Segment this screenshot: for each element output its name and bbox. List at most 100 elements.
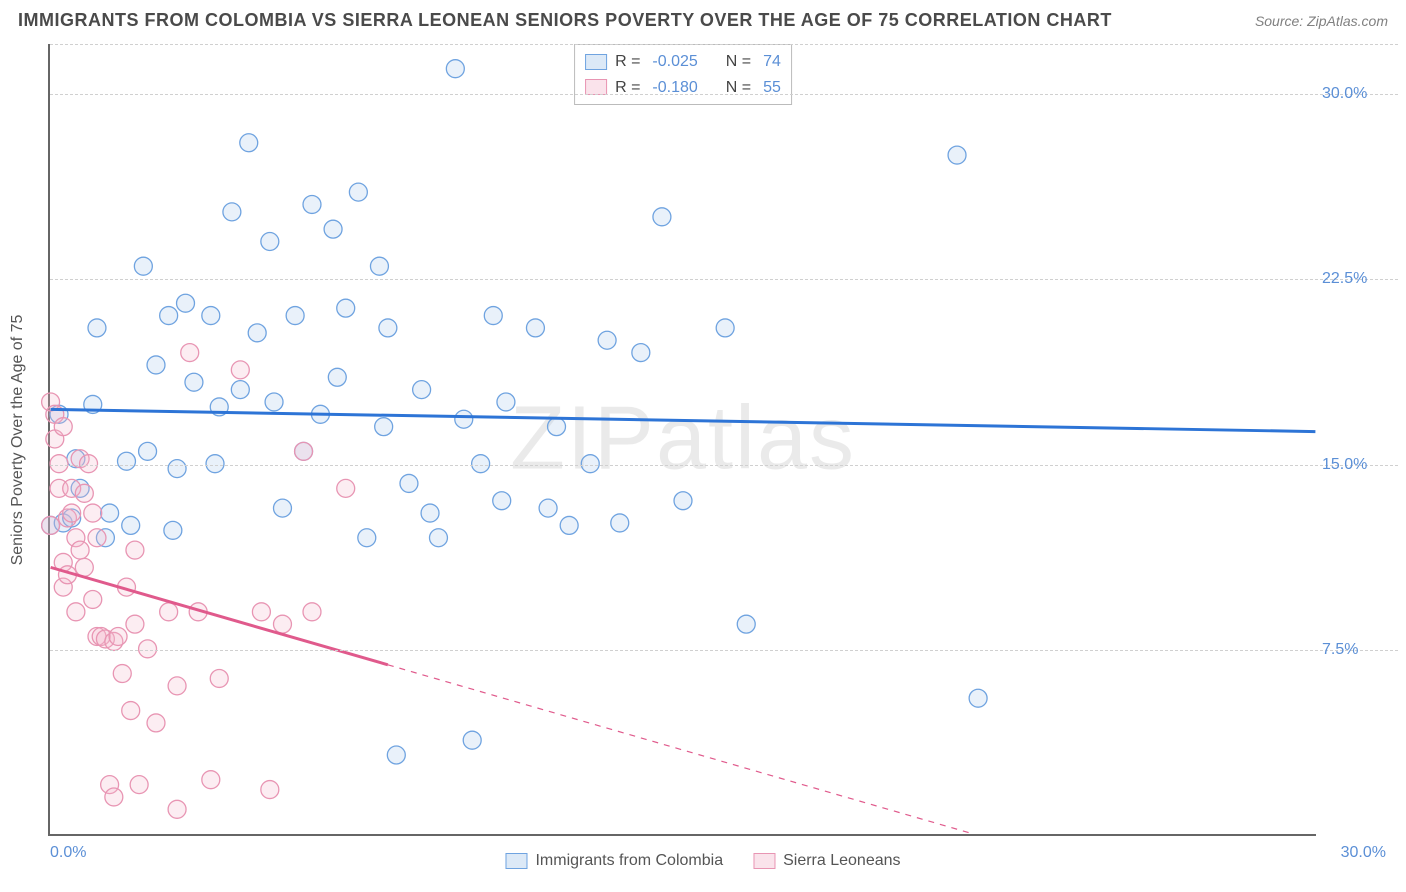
data-point — [223, 203, 241, 221]
data-point — [139, 442, 157, 460]
data-point — [265, 393, 283, 411]
data-point — [231, 381, 249, 399]
y-tick-label: 22.5% — [1322, 270, 1367, 287]
data-point — [139, 640, 157, 658]
data-point — [202, 307, 220, 325]
data-point — [202, 771, 220, 789]
legend-r-label: R = — [615, 49, 640, 75]
data-point — [248, 324, 266, 342]
legend-swatch — [505, 853, 527, 869]
legend-item: Immigrants from Colombia — [505, 852, 723, 870]
data-point — [337, 299, 355, 317]
data-point — [328, 368, 346, 386]
data-point — [42, 516, 60, 534]
data-point — [168, 677, 186, 695]
chart-source: Source: ZipAtlas.com — [1255, 13, 1388, 29]
data-point — [210, 669, 228, 687]
data-point — [126, 615, 144, 633]
legend-row: R = -0.180N = 55 — [585, 75, 781, 101]
data-point — [177, 294, 195, 312]
legend-n-value: 74 — [763, 49, 781, 75]
data-point — [497, 393, 515, 411]
data-point — [674, 492, 692, 510]
data-point — [109, 628, 127, 646]
data-point — [105, 788, 123, 806]
data-point — [387, 746, 405, 764]
data-point — [653, 208, 671, 226]
chart-title: IMMIGRANTS FROM COLOMBIA VS SIERRA LEONE… — [18, 10, 1112, 31]
data-point — [632, 344, 650, 362]
data-point — [252, 603, 270, 621]
data-point — [147, 714, 165, 732]
legend-label: Immigrants from Colombia — [535, 852, 723, 869]
data-point — [303, 195, 321, 213]
data-point — [286, 307, 304, 325]
legend-row: R = -0.025 N = 74 — [585, 49, 781, 75]
legend-correlation: R = -0.025 N = 74R = -0.180N = 55 — [574, 44, 792, 105]
y-tick-label: 30.0% — [1322, 85, 1367, 102]
legend-swatch — [753, 853, 775, 869]
legend-r-value: -0.025 — [652, 49, 697, 75]
data-point — [560, 516, 578, 534]
data-point — [80, 455, 98, 473]
data-point — [63, 504, 81, 522]
data-point — [463, 731, 481, 749]
data-point — [84, 590, 102, 608]
data-point — [611, 514, 629, 532]
data-point — [168, 800, 186, 818]
data-point — [181, 344, 199, 362]
data-point — [122, 702, 140, 720]
legend-r-label: R = — [615, 75, 640, 101]
data-point — [134, 257, 152, 275]
data-point — [164, 521, 182, 539]
legend-item: Sierra Leoneans — [753, 852, 900, 870]
grid-line — [50, 650, 1398, 651]
data-point — [421, 504, 439, 522]
data-point — [261, 781, 279, 799]
grid-line — [50, 94, 1398, 95]
data-point — [67, 603, 85, 621]
data-point — [349, 183, 367, 201]
y-tick-label: 7.5% — [1322, 641, 1358, 658]
trend-line — [51, 409, 1316, 431]
grid-line — [50, 465, 1398, 466]
data-point — [429, 529, 447, 547]
data-point — [539, 499, 557, 517]
data-point — [274, 615, 292, 633]
data-point — [493, 492, 511, 510]
grid-line — [50, 279, 1398, 280]
y-axis-title: Seniors Poverty Over the Age of 75 — [9, 315, 27, 566]
data-point — [455, 410, 473, 428]
data-point — [375, 418, 393, 436]
data-point — [370, 257, 388, 275]
data-point — [295, 442, 313, 460]
data-point — [716, 319, 734, 337]
x-tick-label: 30.0% — [1341, 844, 1386, 862]
data-point — [358, 529, 376, 547]
plot-canvas: ZIPatlas R = -0.025N = 74R = -0.180N = 5… — [48, 44, 1316, 836]
legend-n-label: N = — [726, 75, 751, 101]
data-point — [160, 307, 178, 325]
legend-series: Immigrants from Colombia Sierra Leoneans — [505, 852, 900, 870]
data-point — [526, 319, 544, 337]
trend-line-dashed — [388, 665, 974, 834]
data-point — [737, 615, 755, 633]
data-point — [969, 689, 987, 707]
data-point — [88, 319, 106, 337]
data-point — [75, 558, 93, 576]
data-point — [206, 455, 224, 473]
data-point — [598, 331, 616, 349]
plot-area: ZIPatlas R = -0.025N = 74R = -0.180N = 5… — [48, 44, 1316, 836]
data-point — [472, 455, 490, 473]
legend-n-label: N = — [726, 49, 751, 75]
data-point — [75, 484, 93, 502]
legend-label: Sierra Leoneans — [783, 852, 900, 869]
grid-line — [50, 44, 1398, 45]
data-point — [168, 460, 186, 478]
data-point — [446, 60, 464, 78]
y-tick-label: 15.0% — [1322, 456, 1367, 473]
data-point — [261, 233, 279, 251]
legend-swatch — [585, 54, 607, 70]
data-point — [324, 220, 342, 238]
data-point — [147, 356, 165, 374]
